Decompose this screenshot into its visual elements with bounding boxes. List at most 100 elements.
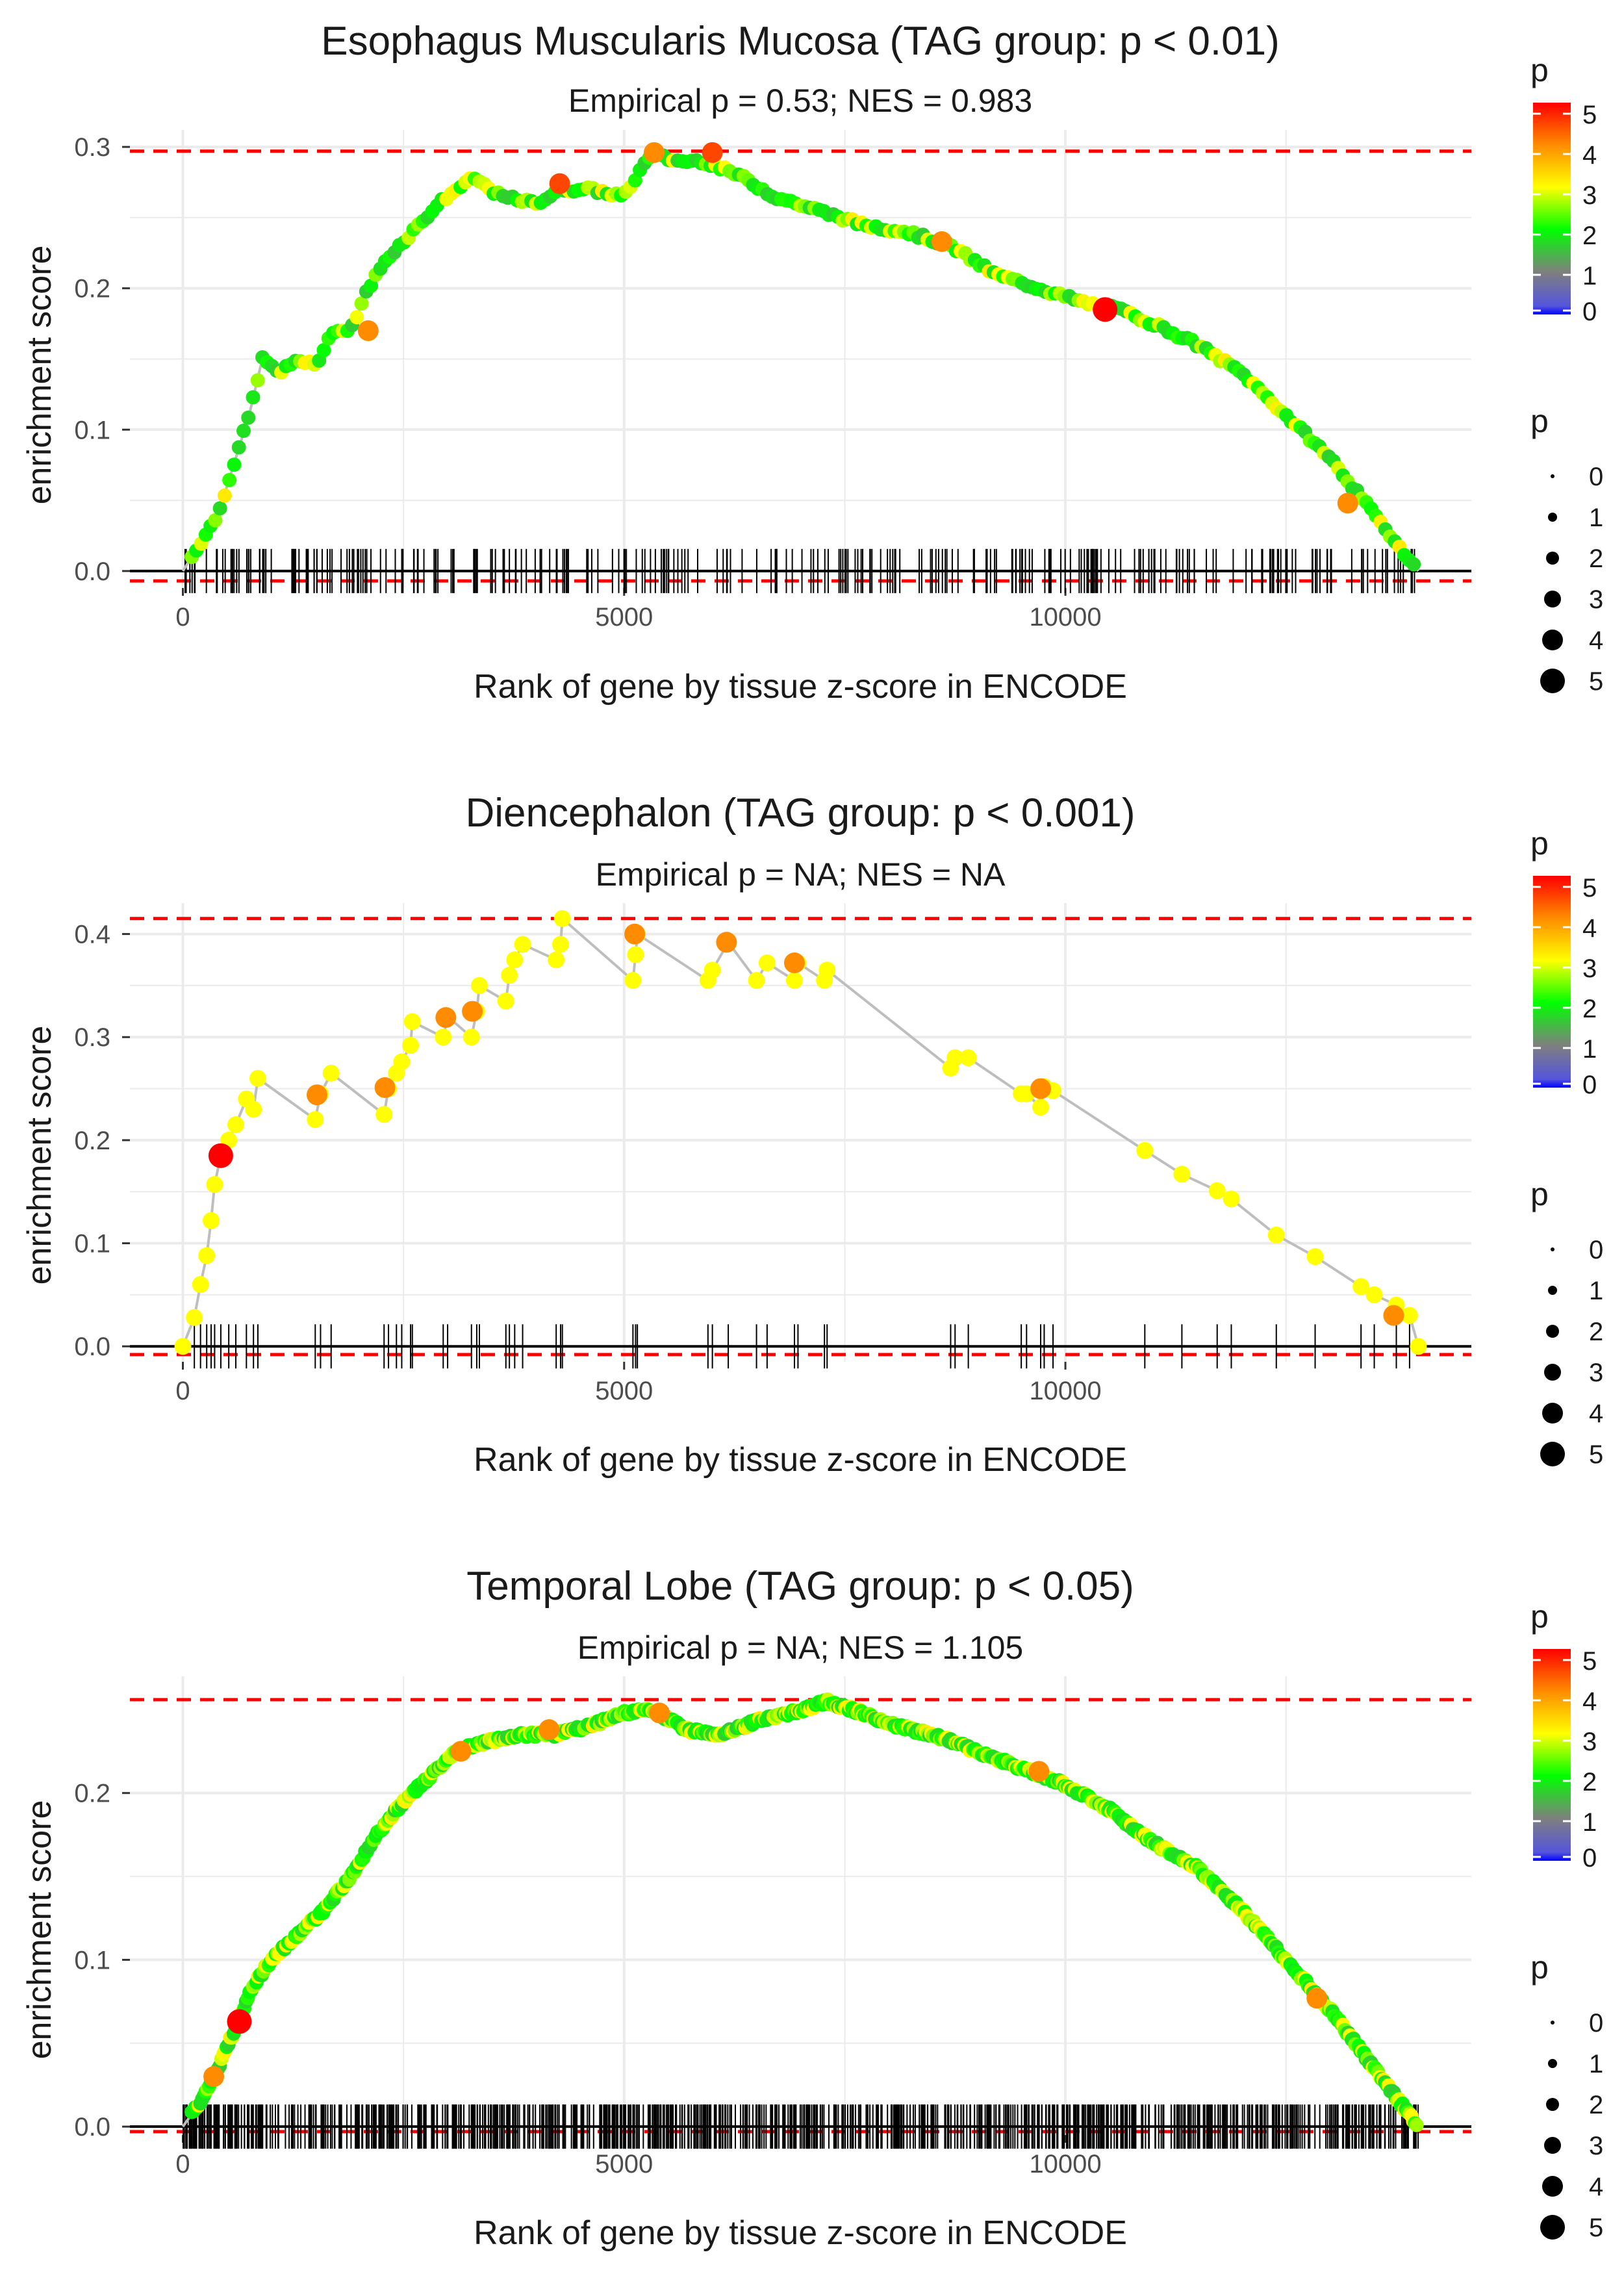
panel-3-size-label-5: 5 (1589, 2214, 1603, 2242)
panel-3-colorbar-ticks (1533, 1659, 1571, 1858)
panel-3-high-p-point (227, 2009, 252, 2034)
panel-2-size-label-5: 5 (1589, 1440, 1603, 1469)
panel-1-size-key-4 (1542, 630, 1563, 650)
panel-1-ytick-label: 0.2 (74, 275, 110, 303)
panel-2-size-label-0: 0 (1589, 1236, 1603, 1264)
panel-1-es-point (208, 513, 223, 528)
panel-2-ytick-label: 0.3 (74, 1023, 110, 1052)
panel-2-high-p-point (716, 932, 737, 953)
panel-3-high-p-point (649, 1702, 670, 1724)
panel-2-high-p-point (783, 952, 805, 974)
panel-2-colorbar-label-0: 0 (1582, 1071, 1597, 1099)
panel-1-es-point (364, 278, 379, 293)
panel-3-colorbar-label-0: 0 (1582, 1844, 1597, 1872)
panel-2-colorbar-label-3: 3 (1582, 954, 1597, 983)
panel-1-high-p-point (702, 142, 723, 163)
panel-1-es-point (227, 457, 242, 472)
panel-1-colorbar-label-0: 0 (1582, 298, 1597, 326)
panel-2-size-label-3: 3 (1589, 1359, 1603, 1387)
panel-3-plot-area: 0.0 0.1 0.2 0 5000 10000 (74, 1676, 1471, 2178)
panel-3-high-p-point (450, 1741, 472, 1762)
panel-3: Temporal Lobe (TAG group: p < 0.05) Empi… (21, 1564, 1603, 2252)
panel-1-size-key-0 (1551, 474, 1554, 478)
panel-1-es-point (250, 373, 265, 388)
panel-2-es-point (624, 971, 642, 989)
panel-2-es-point (553, 910, 571, 927)
panel-1-plot-area: 0.0 0.1 0.2 0.3 0 5000 10000 (74, 130, 1471, 632)
panel-3-ylabel: enrichment score (21, 1800, 58, 2060)
panel-1-size-key-3 (1544, 591, 1561, 607)
panel-2-es-point (748, 971, 765, 989)
panel-1-size-label-5: 5 (1589, 667, 1603, 696)
panel-2-es-point (249, 1069, 266, 1087)
panel-2-gridlines (130, 903, 1471, 1362)
panel-1-xtick-label: 10000 (1029, 603, 1101, 632)
panel-2-colorbar (1533, 876, 1571, 1088)
panel-3-running-es-line (181, 1700, 1420, 2128)
panel-1-colorbar-label-5: 5 (1582, 101, 1597, 129)
panel-2-es-point (818, 962, 836, 979)
panel-1-subtitle: Empirical p = 0.53; NES = 0.983 (568, 83, 1032, 119)
panel-3-color-legend-title: p (1530, 1598, 1549, 1635)
panel-1-high-p-point (931, 231, 952, 252)
panel-2-es-point (514, 936, 531, 953)
panel-3-ytick-label: 0.1 (74, 1946, 110, 1974)
panel-2-colorbar-label-4: 4 (1582, 914, 1597, 943)
panel-2-es-point (402, 1036, 420, 1054)
panel-2-size-key-3 (1544, 1364, 1561, 1381)
panel-2-es-point (403, 1013, 421, 1030)
panel-2-high-p-point (624, 923, 646, 945)
panel-3-ytick-label: 0.2 (74, 1780, 110, 1808)
panel-3-high-p-point (203, 2066, 225, 2088)
panel-1-xtick-label: 5000 (595, 603, 653, 632)
panel-2-es-point (1208, 1182, 1226, 1199)
panel-1: Esophagus Muscularis Mucosa (TAG group: … (21, 19, 1603, 706)
panel-2-high-p-point (307, 1084, 328, 1106)
panel-1-colorbar-label-3: 3 (1582, 181, 1597, 210)
panel-2-es-point (1173, 1166, 1191, 1183)
panel-1-size-label-2: 2 (1589, 544, 1603, 573)
panel-2-title: Diencephalon (TAG group: p < 0.001) (465, 791, 1135, 836)
panel-1-es-point (316, 343, 331, 358)
panel-2-es-point (1267, 1226, 1285, 1244)
panel-2-high-p-point (208, 1143, 233, 1168)
panel-2-colorbar-label-2: 2 (1582, 995, 1597, 1023)
panel-2-subtitle: Empirical p = NA; NES = NA (596, 856, 1006, 893)
panel-2-es-point (1306, 1248, 1324, 1266)
panel-1-es-point (217, 488, 232, 503)
panel-2-es-point (1401, 1307, 1418, 1324)
panel-1-high-p-point (549, 173, 570, 194)
panel-2-es-points (174, 910, 1427, 1355)
panel-3-size-label-1: 1 (1589, 2050, 1603, 2078)
panel-2-es-point (548, 951, 565, 969)
panel-2-es-point (1136, 1142, 1154, 1159)
panel-1-colorbar-label-2: 2 (1582, 222, 1597, 250)
panel-1-colorbar-label-1: 1 (1582, 262, 1597, 290)
panel-1-es-point (241, 410, 256, 425)
panel-2-es-point (202, 1212, 220, 1229)
panel-1-size-label-1: 1 (1589, 504, 1603, 532)
panel-2-size-key-0 (1551, 1247, 1554, 1251)
panel-3-colorbar-label-3: 3 (1582, 1728, 1597, 1756)
panel-2-es-point (946, 1049, 964, 1066)
panel-1-xlabel: Rank of gene by tissue z-score in ENCODE (474, 668, 1127, 706)
panel-2-es-point (1365, 1286, 1383, 1303)
panel-3-ytick-label: 0.0 (74, 2113, 110, 2141)
panel-3-size-label-0: 0 (1589, 2009, 1603, 2038)
panel-3-colorbar-label-2: 2 (1582, 1768, 1597, 1796)
panel-3-size-key-1 (1548, 2059, 1557, 2068)
panel-2-colorbar-label-5: 5 (1582, 874, 1597, 902)
panel-3-size-key-4 (1542, 2176, 1563, 2197)
panel-2-es-point (501, 967, 518, 984)
panel-2-es-point (1352, 1278, 1370, 1296)
panel-2-colorbar-label-1: 1 (1582, 1035, 1597, 1064)
panel-1-es-point (246, 390, 260, 405)
panel-2-es-point (206, 1176, 223, 1194)
panel-2-es-point (227, 1116, 245, 1134)
panel-3-high-p-point (1028, 1761, 1050, 1782)
panel-2-xtick-label: 10000 (1029, 1377, 1101, 1405)
panel-1-es-point (349, 310, 364, 325)
panel-2-high-p-point (1383, 1305, 1404, 1326)
panel-3-size-key-3 (1544, 2137, 1561, 2154)
panel-2-size-key-4 (1542, 1403, 1563, 1424)
